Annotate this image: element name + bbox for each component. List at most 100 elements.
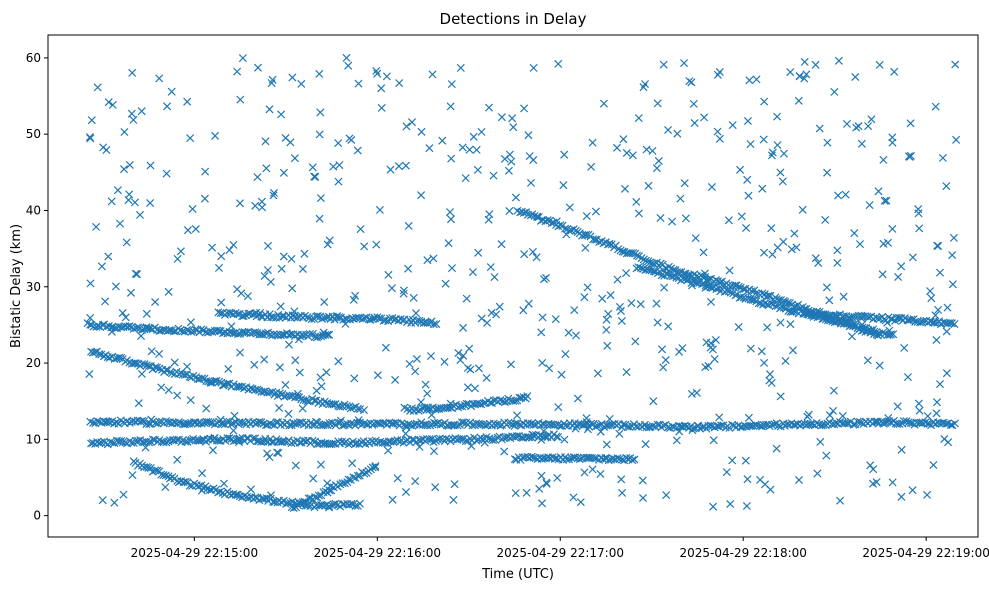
data-point [214,263,224,272]
data-point [284,340,294,349]
data-point [614,245,623,254]
data-point [847,332,857,341]
data-point [311,172,320,181]
data-point [595,237,604,247]
data-point [648,422,657,431]
data-point [412,419,421,428]
data-point [127,109,136,118]
data-point [590,454,599,463]
y-axis: 0 10 20 30 40 50 60 [26,51,48,523]
data-point [914,205,923,214]
data-point [659,363,668,372]
data-point [574,419,583,429]
data-point [107,197,116,206]
data-point [734,322,743,332]
data-point [241,311,250,320]
data-point [539,427,548,436]
data-point [612,143,622,152]
data-point [888,224,897,233]
data-point [388,495,397,504]
data-point [266,491,276,500]
data-point [265,105,274,114]
data-point [85,369,94,379]
data-point [447,80,456,89]
data-point [298,498,307,507]
data-point [248,434,258,443]
data-point [216,415,225,424]
data-point [811,309,820,318]
data-point [326,482,335,491]
data-point [728,420,737,429]
data-point [533,213,542,222]
data-point [478,435,487,444]
data-point [325,236,334,245]
data-point [122,238,131,247]
data-point [849,420,858,429]
data-point [319,328,328,337]
data-point [602,325,611,334]
data-point [687,281,697,290]
data-point [316,373,325,382]
data-point [342,401,351,411]
data-point [99,143,108,152]
data-point [359,406,369,415]
data-point [97,262,106,271]
data-point [617,316,626,326]
data-point [360,242,369,251]
data-point [260,271,269,281]
data-point [370,313,379,322]
data-point [355,499,364,508]
data-point [715,413,724,422]
data-point [351,291,360,300]
data-point [267,79,276,88]
data-point [842,119,852,128]
data-point [371,461,380,471]
data-point [472,145,481,154]
data-point [511,193,520,202]
data-point [312,417,321,426]
data-point [496,396,505,405]
data-point [101,297,110,306]
data-point [340,400,349,409]
data-point [634,209,643,218]
data-point [836,496,845,505]
data-point [456,63,465,72]
data-point [183,97,192,106]
data-point [786,68,795,77]
data-point [146,198,155,208]
data-point [613,275,622,284]
data-point [700,113,709,122]
data-point [215,326,224,335]
data-point [236,95,245,104]
data-point [742,223,751,233]
data-point [675,427,684,436]
data-point [219,479,229,488]
data-point [230,411,239,420]
data-point [146,161,155,170]
data-point [301,437,310,446]
data-point [313,440,322,449]
data-point [343,315,352,324]
data-point [668,422,677,431]
data-point [524,299,533,308]
data-point [235,348,245,357]
data-point [893,402,902,411]
data-point [286,138,295,147]
data-point [447,154,456,163]
data-point [537,499,547,508]
data-point [895,419,904,429]
data-point [473,165,482,174]
data-point [477,314,486,323]
data-point [944,438,953,447]
data-point [352,439,361,448]
data-point [291,356,300,365]
data-point [676,194,685,203]
data-point [553,473,562,482]
data-point [756,475,765,484]
data-point [722,286,731,295]
data-point [384,270,393,279]
data-point [400,403,409,412]
data-point [180,370,189,379]
data-point [773,243,782,252]
data-point [263,266,272,275]
